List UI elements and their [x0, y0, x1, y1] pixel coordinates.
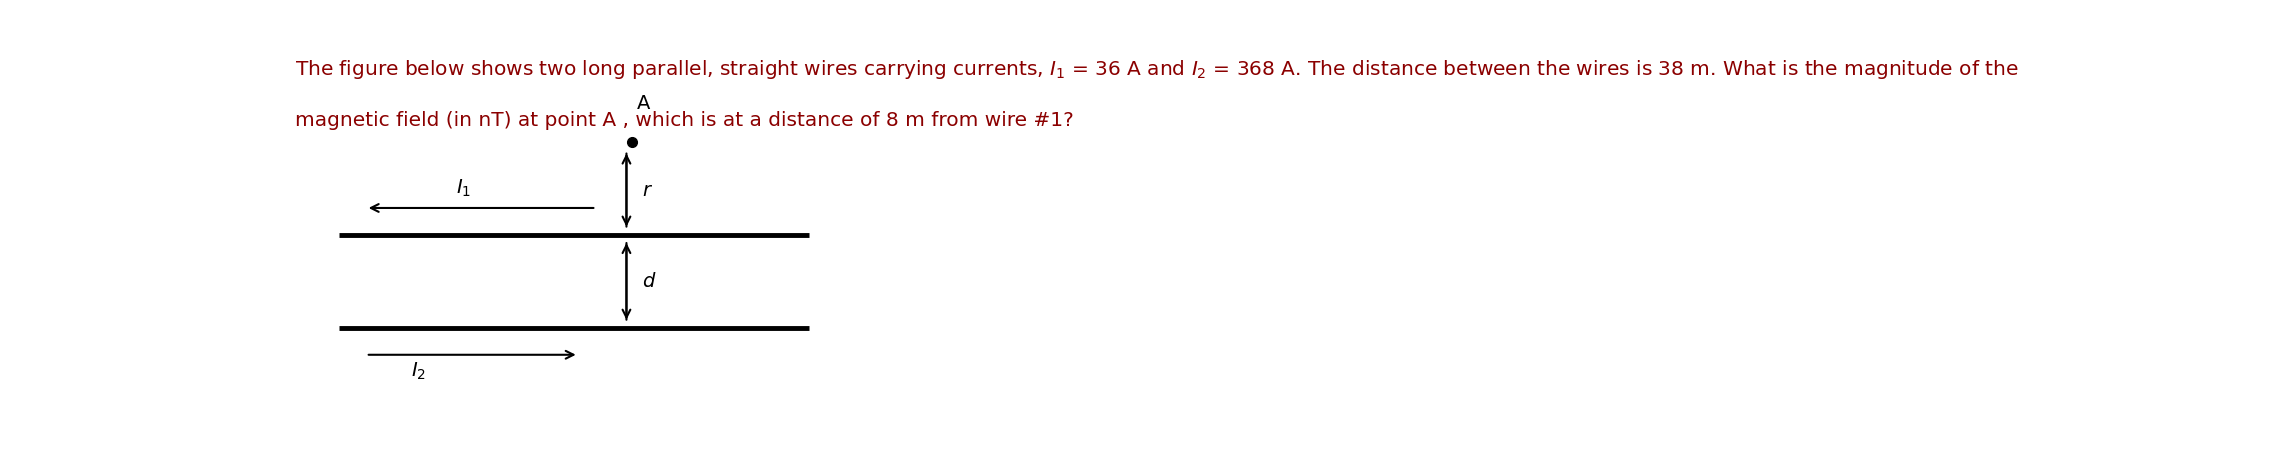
Text: $I_2$: $I_2$	[412, 360, 426, 382]
Text: magnetic field (in nT) at point A , which is at a distance of 8 m from wire #1?: magnetic field (in nT) at point A , whic…	[295, 111, 1073, 130]
Text: A: A	[636, 94, 650, 113]
Text: The figure below shows two long parallel, straight wires carrying currents, $I_1: The figure below shows two long parallel…	[295, 58, 2018, 80]
Text: d: d	[643, 272, 654, 291]
Text: r: r	[643, 180, 650, 199]
Text: $I_1$: $I_1$	[455, 178, 471, 199]
